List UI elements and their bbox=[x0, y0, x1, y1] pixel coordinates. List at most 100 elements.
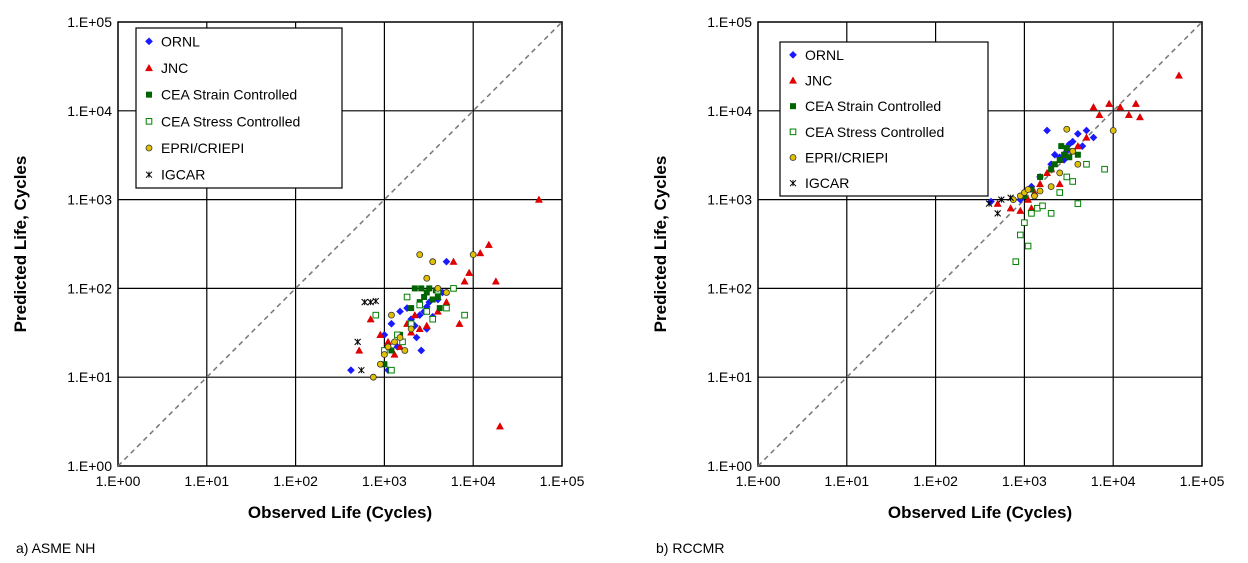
data-point bbox=[1039, 202, 1046, 210]
data-point bbox=[994, 210, 1002, 217]
data-point bbox=[1012, 258, 1020, 265]
data-point bbox=[372, 297, 380, 305]
data-point bbox=[380, 351, 388, 358]
x-tick-label: 1.E+04 bbox=[1091, 473, 1136, 489]
y-tick-label: 1.E+00 bbox=[707, 458, 752, 474]
legend-entry: JNC bbox=[805, 73, 832, 89]
legend-marker bbox=[790, 103, 796, 110]
y-tick-label: 1.E+01 bbox=[67, 369, 112, 385]
data-point bbox=[391, 338, 398, 346]
data-point bbox=[1069, 178, 1077, 185]
data-point bbox=[354, 338, 362, 346]
x-tick-label: 1.E+00 bbox=[736, 473, 781, 489]
data-point bbox=[1101, 165, 1108, 173]
x-tick-label: 1.E+03 bbox=[362, 473, 407, 489]
data-point bbox=[429, 296, 436, 303]
data-point bbox=[367, 298, 374, 306]
legend-entry: EPRI/CRIEPI bbox=[161, 140, 244, 156]
data-point bbox=[1043, 168, 1052, 176]
data-point bbox=[390, 350, 399, 358]
data-point bbox=[396, 307, 404, 316]
data-point bbox=[461, 311, 468, 319]
legend-marker bbox=[789, 154, 797, 161]
data-point bbox=[1024, 242, 1032, 250]
data-point bbox=[450, 285, 457, 292]
legend-entry: EPRI/CRIEPI bbox=[805, 150, 888, 166]
data-point bbox=[443, 289, 450, 296]
data-point bbox=[476, 248, 485, 257]
data-point bbox=[442, 257, 451, 266]
data-point bbox=[1083, 160, 1090, 168]
data-point bbox=[1036, 187, 1044, 195]
legend-entry: IGCAR bbox=[161, 167, 205, 183]
y-tick-label: 1.E+00 bbox=[67, 458, 112, 474]
y-tick-label: 1.E+02 bbox=[707, 280, 752, 296]
x-tick-label: 1.E+05 bbox=[540, 473, 585, 489]
data-point bbox=[1105, 99, 1114, 107]
reference-line bbox=[117, 21, 563, 467]
data-point bbox=[1095, 110, 1104, 118]
data-point bbox=[1074, 200, 1082, 207]
data-point bbox=[449, 257, 458, 265]
legend-marker bbox=[789, 50, 797, 59]
legend-marker bbox=[145, 118, 153, 125]
data-point bbox=[1131, 99, 1140, 107]
y-tick-label: 1.E+03 bbox=[67, 192, 112, 208]
data-point bbox=[1109, 127, 1117, 134]
data-point bbox=[1051, 161, 1058, 168]
legend-marker bbox=[789, 179, 797, 187]
x-tick-label: 1.E+02 bbox=[273, 473, 318, 489]
data-point bbox=[1047, 183, 1055, 191]
data-point bbox=[376, 330, 385, 338]
legend: ORNL JNC CEA Strain Controlled CEA Stress C… bbox=[135, 27, 343, 189]
data-point bbox=[429, 315, 437, 323]
data-point bbox=[355, 346, 364, 354]
data-point bbox=[1063, 145, 1070, 152]
data-point bbox=[1073, 129, 1082, 138]
data-point bbox=[401, 347, 409, 354]
data-point bbox=[412, 333, 421, 342]
legend-marker bbox=[145, 171, 153, 179]
data-point bbox=[1021, 219, 1028, 226]
data-point bbox=[434, 294, 441, 301]
legend-entry: CEA Stress Controlled bbox=[805, 124, 944, 140]
legend-box bbox=[135, 27, 343, 189]
data-point bbox=[1017, 231, 1024, 239]
data-point bbox=[416, 301, 424, 309]
data-point bbox=[381, 361, 388, 368]
data-point bbox=[1082, 133, 1091, 141]
series-igcar bbox=[354, 297, 380, 374]
data-point bbox=[1174, 71, 1183, 79]
data-point bbox=[376, 360, 384, 368]
y-tick-label: 1.E+02 bbox=[67, 280, 112, 296]
data-point bbox=[408, 305, 415, 312]
data-point bbox=[460, 277, 469, 285]
x-axis-label: Observed Life (Cycles) bbox=[888, 503, 1072, 522]
legend-entry: ORNL bbox=[161, 33, 200, 49]
data-point bbox=[469, 251, 477, 259]
data-point bbox=[357, 366, 365, 374]
data-point bbox=[997, 196, 1005, 203]
x-tick-label: 1.E+02 bbox=[913, 473, 958, 489]
data-point bbox=[1056, 189, 1064, 196]
data-point bbox=[491, 277, 500, 285]
legend-entry: CEA Stress Controlled bbox=[161, 113, 300, 129]
data-point bbox=[1066, 154, 1073, 161]
data-point bbox=[396, 342, 405, 350]
data-point bbox=[1078, 142, 1087, 151]
data-point bbox=[1016, 206, 1025, 214]
data-point bbox=[993, 199, 1002, 207]
data-point bbox=[384, 343, 392, 351]
data-point bbox=[423, 308, 431, 315]
data-point bbox=[1074, 160, 1082, 168]
data-point bbox=[1048, 166, 1055, 173]
data-point bbox=[1006, 204, 1015, 212]
data-point bbox=[1124, 110, 1133, 118]
data-point bbox=[434, 284, 442, 292]
data-point bbox=[1069, 147, 1077, 155]
chart-caption: a) ASME NH bbox=[16, 540, 95, 556]
data-point bbox=[1135, 112, 1144, 121]
x-tick-label: 1.E+05 bbox=[1180, 473, 1225, 489]
legend-entry: CEA Strain Controlled bbox=[805, 98, 941, 114]
y-tick-label: 1.E+01 bbox=[707, 369, 752, 385]
